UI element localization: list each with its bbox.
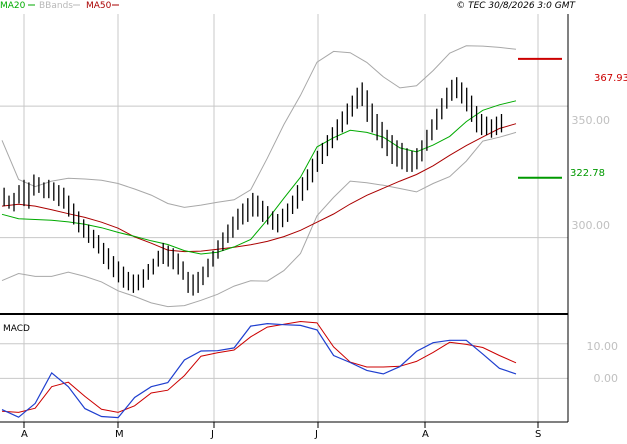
macd-panel-title: MACD — [3, 324, 30, 334]
moving-averages — [1, 100, 517, 255]
legend-bbands: BBands — [39, 1, 73, 11]
bband-upper-line — [1, 45, 517, 208]
grid — [0, 14, 568, 422]
time-label: S — [535, 429, 541, 440]
time-label: J — [314, 429, 318, 440]
time-label: A — [21, 429, 28, 440]
resistance-label: 367.93 — [594, 73, 627, 84]
macd-line — [1, 322, 517, 419]
macd-signal-line — [1, 320, 517, 413]
support-label: 322.78 — [570, 168, 605, 179]
ma50-line — [1, 123, 517, 253]
legend-ma50: MA50 — [86, 1, 112, 11]
time-label: A — [422, 429, 429, 440]
price-tick-label: 350.00 — [572, 114, 611, 127]
time-label: M — [115, 429, 124, 440]
price-levels — [518, 57, 562, 179]
legend-ma20: MA20 — [0, 1, 26, 11]
price-tick-label: 300.00 — [572, 219, 611, 232]
copyright-text: © TEC 30/8/2026 3:0 GMT — [456, 1, 576, 11]
macd-tick-label: 10.00 — [587, 340, 619, 353]
bband-lower-line — [1, 131, 517, 308]
macd-lines — [1, 320, 517, 419]
macd-tick-label: 0.00 — [594, 372, 619, 385]
bollinger-bands — [1, 45, 517, 308]
ma20-line — [1, 100, 517, 255]
time-label: J — [210, 429, 214, 440]
price-bars — [3, 77, 503, 296]
